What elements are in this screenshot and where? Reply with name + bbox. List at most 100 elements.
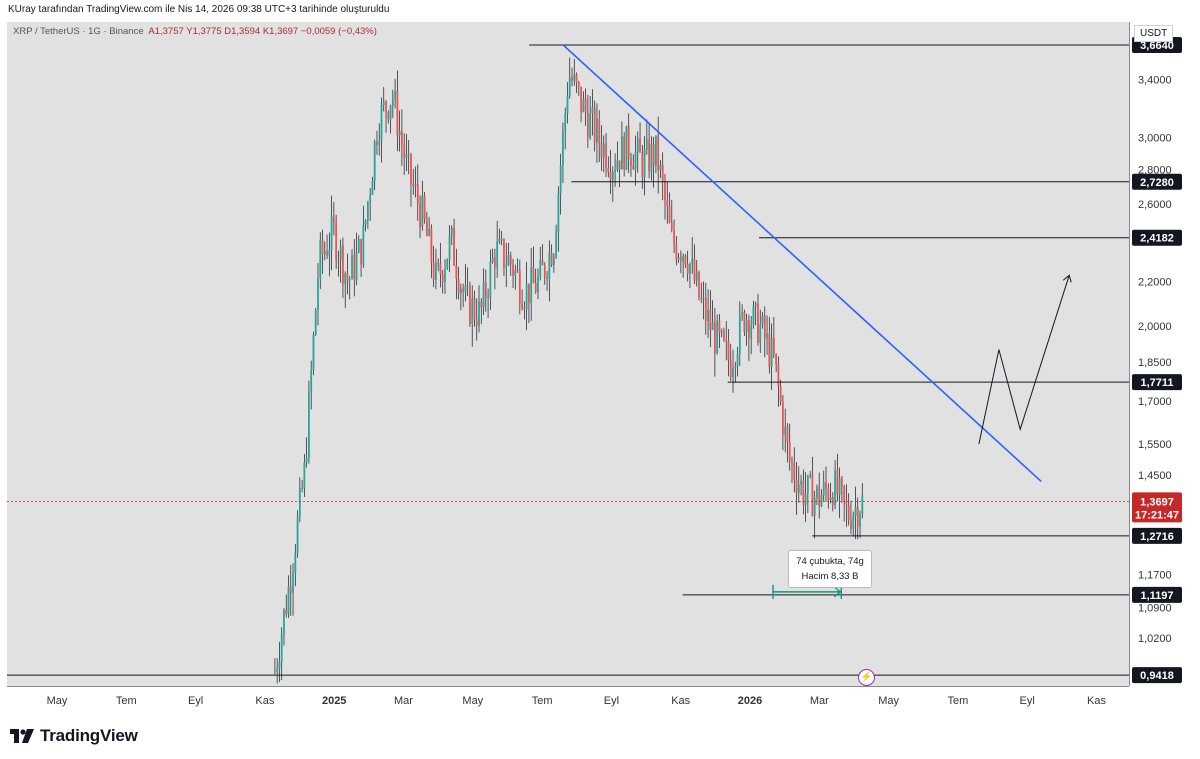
candle-body[interactable] xyxy=(793,463,796,480)
candle-body[interactable] xyxy=(768,333,771,368)
candle-body[interactable] xyxy=(312,334,315,370)
candle-body[interactable] xyxy=(566,96,569,114)
candle-body[interactable] xyxy=(620,136,623,170)
candle-body[interactable] xyxy=(348,278,351,281)
candle-body[interactable] xyxy=(487,297,489,299)
candle-body[interactable] xyxy=(809,474,812,476)
candle-body[interactable] xyxy=(405,154,408,159)
last-price-badge[interactable] xyxy=(1132,492,1182,523)
candle-body[interactable] xyxy=(276,668,279,672)
candle-body[interactable] xyxy=(625,126,628,170)
candle-body[interactable] xyxy=(412,183,415,186)
candle-body[interactable] xyxy=(734,366,737,369)
candle-body[interactable] xyxy=(444,268,446,282)
candle-body[interactable] xyxy=(441,273,444,282)
candle-body[interactable] xyxy=(754,303,757,306)
candle-body[interactable] xyxy=(634,151,637,170)
candle-body[interactable] xyxy=(500,238,503,240)
candle-body[interactable] xyxy=(366,202,369,221)
candle-body[interactable] xyxy=(430,228,433,263)
candle-body[interactable] xyxy=(523,308,526,310)
candle-body[interactable] xyxy=(677,256,680,260)
candle-body[interactable] xyxy=(698,272,700,298)
candle-body[interactable] xyxy=(820,495,823,506)
candle-body[interactable] xyxy=(573,74,576,82)
candle-body[interactable] xyxy=(614,169,616,172)
candle-body[interactable] xyxy=(450,227,453,236)
price-level-badge[interactable] xyxy=(1132,586,1182,603)
tradingview-logo[interactable]: TradingView xyxy=(10,726,138,746)
candle-body[interactable] xyxy=(548,252,551,279)
candle-body[interactable] xyxy=(387,111,390,120)
candle-body[interactable] xyxy=(457,279,460,293)
time-axis[interactable] xyxy=(7,686,1129,715)
candle-body[interactable] xyxy=(777,364,780,387)
candle-body[interactable] xyxy=(323,251,326,255)
candle-body[interactable] xyxy=(741,312,743,315)
candle-body[interactable] xyxy=(332,216,335,223)
candle-body[interactable] xyxy=(360,239,362,265)
candle-body[interactable] xyxy=(503,239,505,268)
candle-body[interactable] xyxy=(530,267,533,304)
candle-body[interactable] xyxy=(682,255,685,262)
candle-body[interactable] xyxy=(518,270,521,304)
candle-body[interactable] xyxy=(546,277,548,279)
candle-body[interactable] xyxy=(763,315,766,339)
candle-body[interactable] xyxy=(727,341,730,361)
candle-body[interactable] xyxy=(759,324,762,343)
candle-body[interactable] xyxy=(725,339,728,342)
candle-body[interactable] xyxy=(423,195,426,219)
candle-body[interactable] xyxy=(718,320,721,333)
candle-body[interactable] xyxy=(541,260,544,266)
candle-body[interactable] xyxy=(391,98,394,106)
candle-body[interactable] xyxy=(784,426,787,436)
candle-body[interactable] xyxy=(616,160,619,170)
candle-body[interactable] xyxy=(274,671,276,673)
candle-body[interactable] xyxy=(346,273,349,281)
candle-body[interactable] xyxy=(834,470,836,505)
candle-body[interactable] xyxy=(695,272,698,281)
candle-body[interactable] xyxy=(732,368,734,378)
candle-body[interactable] xyxy=(437,262,440,264)
candle-body[interactable] xyxy=(652,144,655,166)
candle-body[interactable] xyxy=(401,131,403,145)
candle-body[interactable] xyxy=(571,77,573,82)
candle-body[interactable] xyxy=(562,130,564,166)
candle-body[interactable] xyxy=(351,255,353,279)
candle-body[interactable] xyxy=(512,264,514,276)
candle-body[interactable] xyxy=(283,609,285,634)
candle-body[interactable] xyxy=(389,105,392,120)
candle-body[interactable] xyxy=(480,301,483,308)
candle-body[interactable] xyxy=(328,249,331,256)
candle-body[interactable] xyxy=(469,286,471,324)
candle-body[interactable] xyxy=(475,319,478,326)
candle-body[interactable] xyxy=(673,229,675,245)
candle-body[interactable] xyxy=(425,218,428,236)
candle-body[interactable] xyxy=(854,507,857,517)
candle-body[interactable] xyxy=(686,264,689,274)
candle-body[interactable] xyxy=(838,478,841,495)
candle-body[interactable] xyxy=(428,228,431,236)
candle-body[interactable] xyxy=(543,265,546,278)
candle-body[interactable] xyxy=(729,360,732,378)
candle-body[interactable] xyxy=(627,126,630,159)
candle-body[interactable] xyxy=(643,149,646,178)
candle-body[interactable] xyxy=(552,256,555,266)
candle-body[interactable] xyxy=(419,203,421,228)
candle-body[interactable] xyxy=(575,74,578,83)
candle-body[interactable] xyxy=(702,297,705,299)
candle-body[interactable] xyxy=(534,282,537,293)
candle-body[interactable] xyxy=(655,135,657,166)
candle-body[interactable] xyxy=(636,138,639,152)
candle-body[interactable] xyxy=(650,144,653,172)
price-axis[interactable] xyxy=(1129,22,1198,686)
candle-body[interactable] xyxy=(278,661,281,669)
price-level-badge[interactable] xyxy=(1132,667,1182,684)
candle-body[interactable] xyxy=(795,479,798,493)
candle-body[interactable] xyxy=(736,354,739,367)
candle-body[interactable] xyxy=(559,165,562,194)
candle-body[interactable] xyxy=(396,90,399,136)
candle-body[interactable] xyxy=(462,288,465,293)
candle-body[interactable] xyxy=(342,245,344,285)
candle-body[interactable] xyxy=(811,474,814,516)
